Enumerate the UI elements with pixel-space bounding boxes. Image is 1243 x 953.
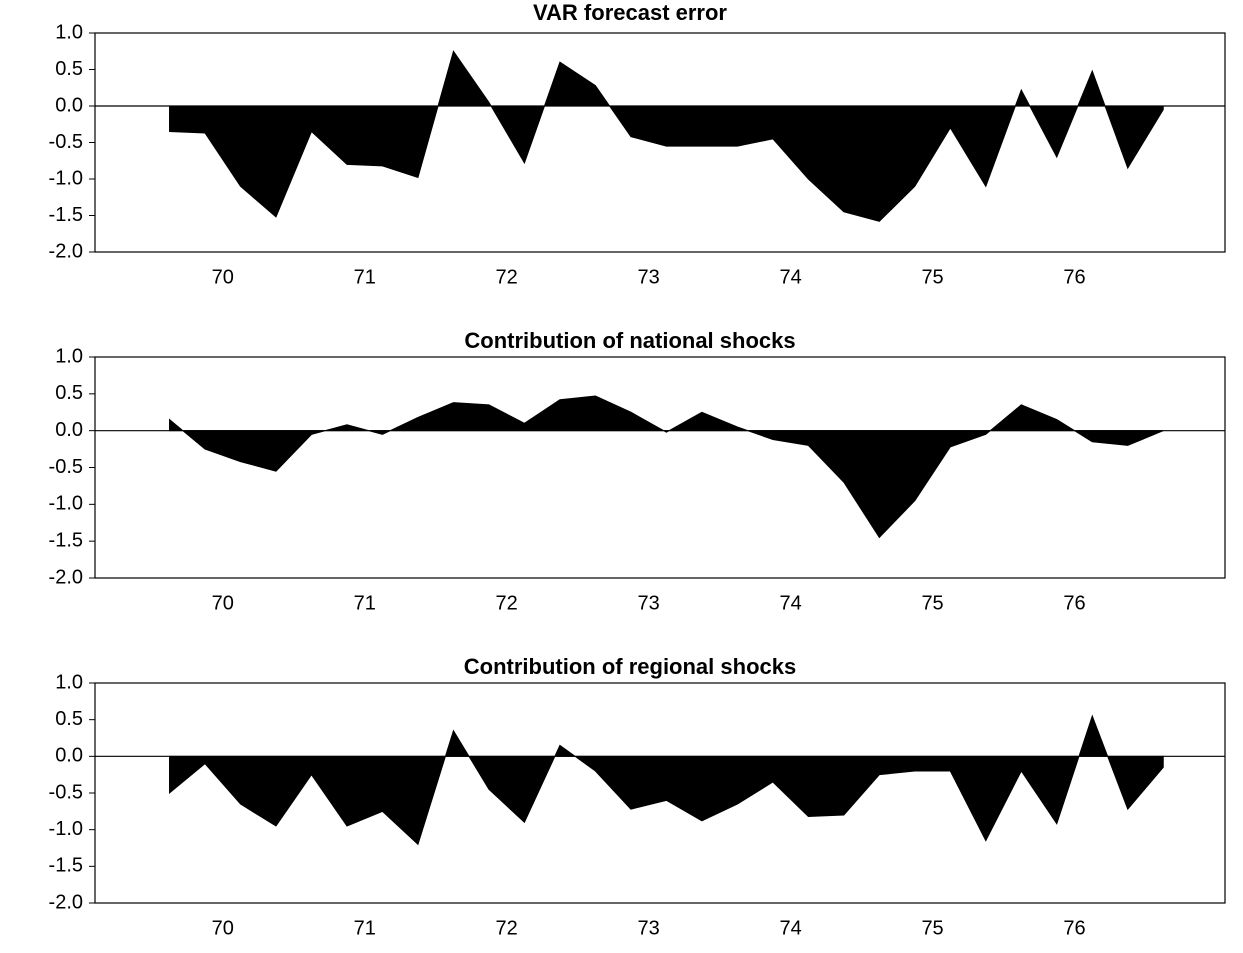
y-tick-label: 0.5 <box>55 708 83 730</box>
y-tick-label: -1.0 <box>49 167 83 189</box>
x-tick-label: 76 <box>1063 266 1085 288</box>
y-tick-label: 0.0 <box>55 419 83 441</box>
x-tick-label: 70 <box>212 592 234 614</box>
x-tick-label: 70 <box>212 266 234 288</box>
x-tick-label: 75 <box>921 266 943 288</box>
x-tick-label: 75 <box>921 592 943 614</box>
area <box>169 714 1164 846</box>
x-tick-label: 73 <box>638 266 660 288</box>
y-tick-label: -2.0 <box>49 891 83 913</box>
y-tick-label: 0.0 <box>55 94 83 116</box>
y-tick-label: 0.5 <box>55 382 83 404</box>
x-tick-label: 71 <box>354 917 376 939</box>
x-tick-label: 71 <box>354 266 376 288</box>
y-tick-label: -1.5 <box>49 529 83 551</box>
y-tick-label: -1.5 <box>49 855 83 877</box>
x-tick-label: 72 <box>496 266 518 288</box>
x-tick-label: 74 <box>779 592 801 614</box>
x-tick-label: 72 <box>496 917 518 939</box>
y-tick-label: -0.5 <box>49 456 83 478</box>
x-tick-label: 74 <box>779 266 801 288</box>
x-tick-label: 73 <box>638 592 660 614</box>
x-tick-label: 74 <box>779 917 801 939</box>
y-tick-label: -2.0 <box>49 240 83 262</box>
x-tick-label: 76 <box>1063 917 1085 939</box>
chart-title: Contribution of national shocks <box>464 328 795 353</box>
chart-title: Contribution of regional shocks <box>464 654 796 679</box>
chart-title: VAR forecast error <box>533 0 727 25</box>
x-tick-label: 76 <box>1063 592 1085 614</box>
x-tick-label: 72 <box>496 592 518 614</box>
x-tick-label: 73 <box>638 917 660 939</box>
y-tick-label: -1.5 <box>49 204 83 226</box>
y-tick-label: -0.5 <box>49 131 83 153</box>
x-tick-label: 75 <box>921 917 943 939</box>
y-tick-label: -2.0 <box>49 566 83 588</box>
x-tick-label: 70 <box>212 917 234 939</box>
y-tick-label: -1.0 <box>49 493 83 515</box>
y-tick-label: 1.0 <box>55 671 83 693</box>
y-tick-label: 0.5 <box>55 58 83 80</box>
x-tick-label: 71 <box>354 592 376 614</box>
y-tick-label: -1.0 <box>49 818 83 840</box>
y-tick-label: 1.0 <box>55 21 83 43</box>
y-tick-label: 0.0 <box>55 745 83 767</box>
area <box>169 395 1164 539</box>
y-tick-label: 1.0 <box>55 345 83 367</box>
y-tick-label: -0.5 <box>49 781 83 803</box>
area <box>169 50 1164 222</box>
